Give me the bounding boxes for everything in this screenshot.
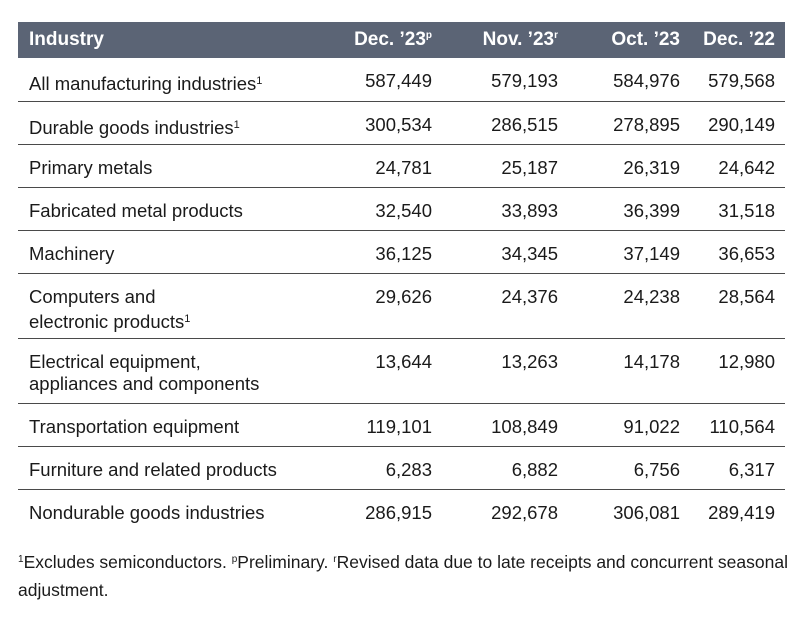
cell-value: 6,317 bbox=[690, 446, 785, 490]
cell-value: 24,376 bbox=[442, 273, 568, 339]
cell-value: 289,419 bbox=[708, 501, 775, 523]
header-dec-23-label: Dec. ’23 bbox=[354, 29, 426, 50]
footnote-marker: 1 bbox=[233, 118, 240, 131]
row-label: Nondurable goods industries bbox=[29, 501, 265, 523]
cell-value: 28,564 bbox=[690, 273, 785, 339]
manufacturing-table: Industry Dec. ’23p Nov. ’23r Oct. ’23 De… bbox=[18, 22, 785, 532]
cell-value: 286,515 bbox=[442, 101, 568, 145]
header-nov-23-label: Nov. ’23 bbox=[482, 29, 555, 50]
row-label-text: All manufacturing industries bbox=[29, 73, 257, 94]
cell-value: 12,980 bbox=[690, 338, 785, 404]
row-label-line2: appliances and components bbox=[29, 372, 260, 394]
header-dec-22: Dec. ’22 bbox=[703, 29, 775, 50]
row-label: Furniture and related products bbox=[18, 446, 316, 490]
cell-value: 584,976 bbox=[568, 58, 690, 102]
cell-value: 24,238 bbox=[568, 273, 690, 339]
cell-value: 91,022 bbox=[568, 403, 690, 447]
row-label-text: Durable goods industries bbox=[29, 116, 234, 138]
table-row: Computers and electronic products1 29,626… bbox=[18, 273, 785, 339]
revised-marker: r bbox=[554, 30, 558, 41]
cell-value: 36,399 bbox=[568, 187, 690, 231]
row-label: Fabricated metal products bbox=[18, 187, 316, 231]
row-label: Machinery bbox=[18, 230, 316, 274]
footnote-marker: 1 bbox=[184, 312, 191, 325]
footnote: 1Excludes semiconductors. pPreliminary. … bbox=[18, 546, 788, 604]
table-row: Electrical equipment, appliances and comp… bbox=[18, 338, 785, 404]
table-row: Transportation equipment 119,101 108,849… bbox=[18, 403, 785, 447]
cell-value: 292,678 bbox=[491, 501, 558, 523]
row-label-line1: Computers and bbox=[29, 285, 156, 307]
table-row: Nondurable goods industries 286,915 292,… bbox=[18, 489, 785, 532]
row-label: All manufacturing industries1 bbox=[18, 58, 316, 102]
cell-value: 579,193 bbox=[442, 58, 568, 102]
cell-value: 32,540 bbox=[316, 187, 442, 231]
cell-value: 6,882 bbox=[442, 446, 568, 490]
cell-value: 300,534 bbox=[316, 101, 442, 145]
cell-value: 24,781 bbox=[316, 144, 442, 188]
cell-value: 37,149 bbox=[568, 230, 690, 274]
row-label: Transportation equipment bbox=[18, 403, 316, 447]
cell-value: 25,187 bbox=[442, 144, 568, 188]
cell-value: 36,653 bbox=[690, 230, 785, 274]
cell-value: 26,319 bbox=[568, 144, 690, 188]
cell-value: 14,178 bbox=[568, 338, 690, 404]
footnote-text: Revised data due to late receipts and co… bbox=[18, 552, 788, 600]
table-header-row: Industry Dec. ’23p Nov. ’23r Oct. ’23 De… bbox=[18, 22, 785, 58]
cell-value: 36,125 bbox=[316, 230, 442, 274]
cell-value: 24,642 bbox=[690, 144, 785, 188]
cell-value: 6,756 bbox=[568, 446, 690, 490]
cell-value: 306,081 bbox=[613, 501, 680, 523]
footnote-text: Preliminary. bbox=[237, 552, 334, 572]
preliminary-marker: p bbox=[231, 554, 238, 565]
preliminary-marker: p bbox=[425, 30, 432, 41]
row-label: Durable goods industries1 bbox=[18, 101, 316, 145]
row-label: Primary metals bbox=[18, 144, 316, 188]
row-label: Electrical equipment, appliances and comp… bbox=[18, 338, 316, 404]
table-row: All manufacturing industries1 587,449 57… bbox=[18, 58, 785, 102]
table-row: Primary metals 24,781 25,187 26,319 24,6… bbox=[18, 144, 785, 188]
cell-value: 13,644 bbox=[316, 338, 442, 404]
cell-value: 579,568 bbox=[690, 58, 785, 102]
cell-value: 119,101 bbox=[316, 403, 442, 447]
header-dec-23: Dec. ’23p bbox=[316, 22, 442, 58]
cell-value: 6,283 bbox=[316, 446, 442, 490]
cell-value: 29,626 bbox=[316, 273, 442, 339]
header-industry: Industry bbox=[29, 29, 104, 50]
row-label: Computers and electronic products1 bbox=[18, 273, 316, 339]
revised-marker: r bbox=[333, 554, 337, 565]
row-label-line1: Electrical equipment, bbox=[29, 350, 201, 372]
footnote-marker: 1 bbox=[256, 75, 263, 87]
cell-value: 31,518 bbox=[690, 187, 785, 231]
cell-value: 33,893 bbox=[442, 187, 568, 231]
header-oct-23: Oct. ’23 bbox=[611, 29, 680, 50]
cell-value: 110,564 bbox=[690, 403, 785, 447]
footnote-marker: 1 bbox=[18, 554, 24, 565]
footnote-text: Excludes semiconductors. bbox=[23, 552, 232, 572]
cell-value: 286,915 bbox=[365, 501, 432, 523]
cell-value: 587,449 bbox=[316, 58, 442, 102]
cell-value: 278,895 bbox=[568, 101, 690, 145]
table-row: Durable goods industries1 300,534 286,51… bbox=[18, 101, 785, 145]
table-row: Fabricated metal products 32,540 33,893 … bbox=[18, 187, 785, 231]
header-nov-23: Nov. ’23r bbox=[442, 22, 568, 58]
table-row: Machinery 36,125 34,345 37,149 36,653 bbox=[18, 230, 785, 274]
table-row: Furniture and related products 6,283 6,8… bbox=[18, 446, 785, 490]
cell-value: 34,345 bbox=[442, 230, 568, 274]
cell-value: 13,263 bbox=[442, 338, 568, 404]
data-table-container: Industry Dec. ’23p Nov. ’23r Oct. ’23 De… bbox=[18, 22, 785, 532]
cell-value: 290,149 bbox=[690, 101, 785, 145]
cell-value: 108,849 bbox=[442, 403, 568, 447]
row-label-line2: electronic products bbox=[29, 310, 185, 332]
